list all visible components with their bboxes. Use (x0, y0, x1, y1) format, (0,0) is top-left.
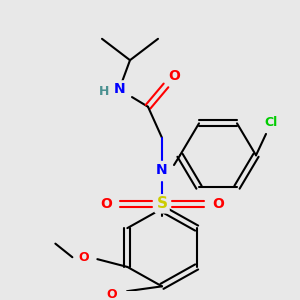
Text: H: H (99, 85, 109, 98)
Text: N: N (156, 163, 168, 177)
Text: S: S (157, 196, 167, 211)
Text: O: O (212, 197, 224, 211)
Text: N: N (114, 82, 126, 96)
Text: O: O (100, 197, 112, 211)
Text: O: O (168, 69, 180, 83)
Text: O: O (78, 251, 89, 264)
Text: Cl: Cl (264, 116, 278, 129)
Text: O: O (107, 288, 117, 300)
